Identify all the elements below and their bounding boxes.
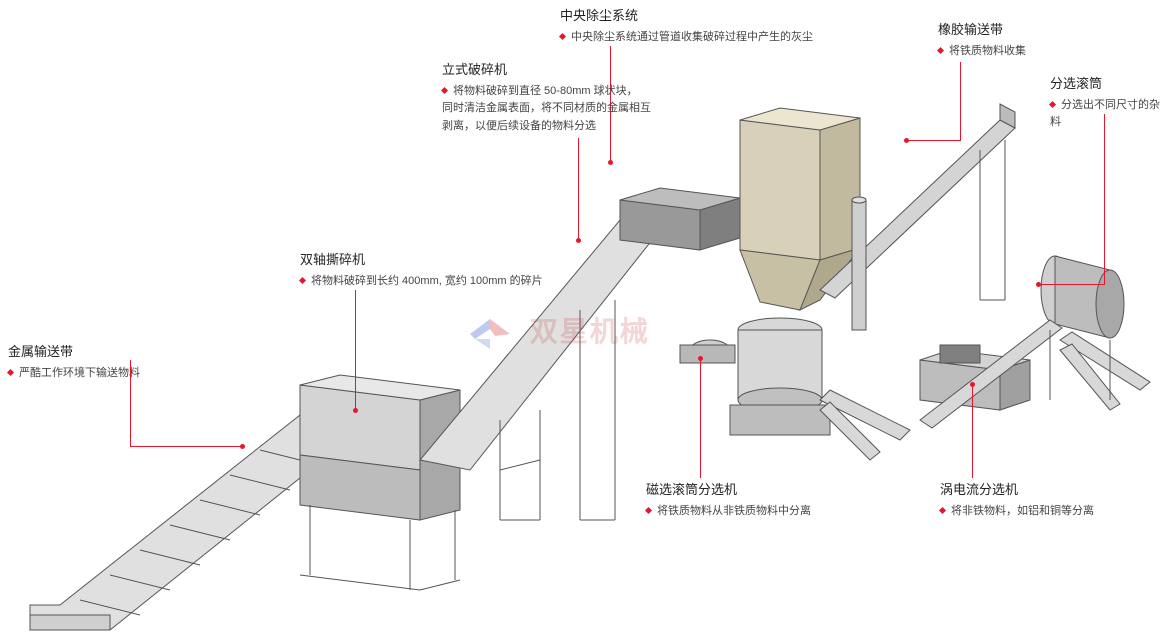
metal-conveyor-title: 金属输送带 [8, 342, 140, 363]
dual-shaft-title: 双轴撕碎机 [300, 250, 543, 271]
leader-dot [576, 238, 581, 243]
sorting-drum-svg [920, 256, 1150, 428]
watermark-text: 双星机械 [530, 316, 650, 347]
leader-line [1038, 284, 1105, 285]
rubber-conveyor-title: 橡胶输送带 [938, 20, 1026, 41]
leader-line [960, 62, 961, 140]
bullet-icon [1049, 101, 1056, 108]
label-eddy-current: 涡电流分选机 将非铁物料，如铝和铜等分离 [940, 480, 1094, 520]
bullet-icon [645, 507, 652, 514]
central-dust-desc: 中央除尘系统通过管道收集破碎过程中产生的灰尘 [560, 29, 813, 47]
leader-line [578, 138, 579, 238]
vertical-crusher-desc3: 剥离，以便后续设备的物料分选 [442, 118, 672, 136]
label-central-dust: 中央除尘系统 中央除尘系统通过管道收集破碎过程中产生的灰尘 [560, 6, 813, 46]
crusher-body-svg [730, 318, 830, 435]
leader-line [130, 446, 242, 447]
label-metal-conveyor: 金属输送带 严酷工作环境下输送物料 [8, 342, 140, 382]
leader-line [355, 290, 356, 408]
label-dual-shaft: 双轴撕碎机 将物料破碎到长约 400mm, 宽约 100mm 的碎片 [300, 250, 543, 290]
pipe-svg [852, 197, 866, 330]
magnetic-drum-title: 磁选滚筒分选机 [646, 480, 811, 501]
leader-dot [353, 408, 358, 413]
rubber-conveyor-desc: 将铁质物料收集 [938, 43, 1026, 61]
vertical-crusher-desc: 将物料破碎到直径 50-80mm 球状块， [442, 83, 672, 101]
bullet-icon [299, 277, 306, 284]
magnetic-drum-desc: 将铁质物料从非铁质物料中分离 [646, 503, 811, 521]
bullet-icon [559, 33, 566, 40]
label-sorting-drum: 分选滚筒 分选出不同尺寸的杂料 [1050, 74, 1166, 132]
label-rubber-conveyor: 橡胶输送带 将铁质物料收集 [938, 20, 1026, 60]
bullet-icon [937, 47, 944, 54]
eddy-current-title: 涡电流分选机 [940, 480, 1094, 501]
eddy-current-desc: 将非铁物料，如铝和铜等分离 [940, 503, 1094, 521]
dual-shaft-shredder-svg [300, 375, 460, 590]
vertical-crusher-svg [620, 108, 860, 310]
leader-dot [1036, 282, 1041, 287]
leader-dot [240, 444, 245, 449]
metal-conveyor-desc: 严酷工作环境下输送物料 [8, 365, 140, 383]
bullet-icon [441, 87, 448, 94]
leader-line [130, 360, 131, 446]
sorting-drum-title: 分选滚筒 [1050, 74, 1166, 95]
leader-dot [970, 382, 975, 387]
leader-dot [698, 356, 703, 361]
leader-line [700, 358, 701, 478]
label-magnetic-drum: 磁选滚筒分选机 将铁质物料从非铁质物料中分离 [646, 480, 811, 520]
leader-dot [904, 138, 909, 143]
leader-line [972, 384, 973, 478]
label-vertical-crusher: 立式破碎机 将物料破碎到直径 50-80mm 球状块， 同时清洁金属表面，将不同… [442, 60, 672, 136]
bullet-icon [7, 369, 14, 376]
vertical-crusher-title: 立式破碎机 [442, 60, 672, 81]
leader-line [906, 140, 961, 141]
leader-dot [608, 160, 613, 165]
watermark: 双星机械 [460, 310, 650, 354]
leader-line [1104, 114, 1105, 284]
dual-shaft-desc: 将物料破碎到长约 400mm, 宽约 100mm 的碎片 [300, 273, 543, 291]
central-dust-title: 中央除尘系统 [560, 6, 813, 27]
sorting-drum-desc: 分选出不同尺寸的杂料 [1050, 97, 1166, 132]
bullet-icon [939, 507, 946, 514]
vertical-crusher-desc2: 同时清洁金属表面，将不同材质的金属相互 [442, 100, 672, 118]
